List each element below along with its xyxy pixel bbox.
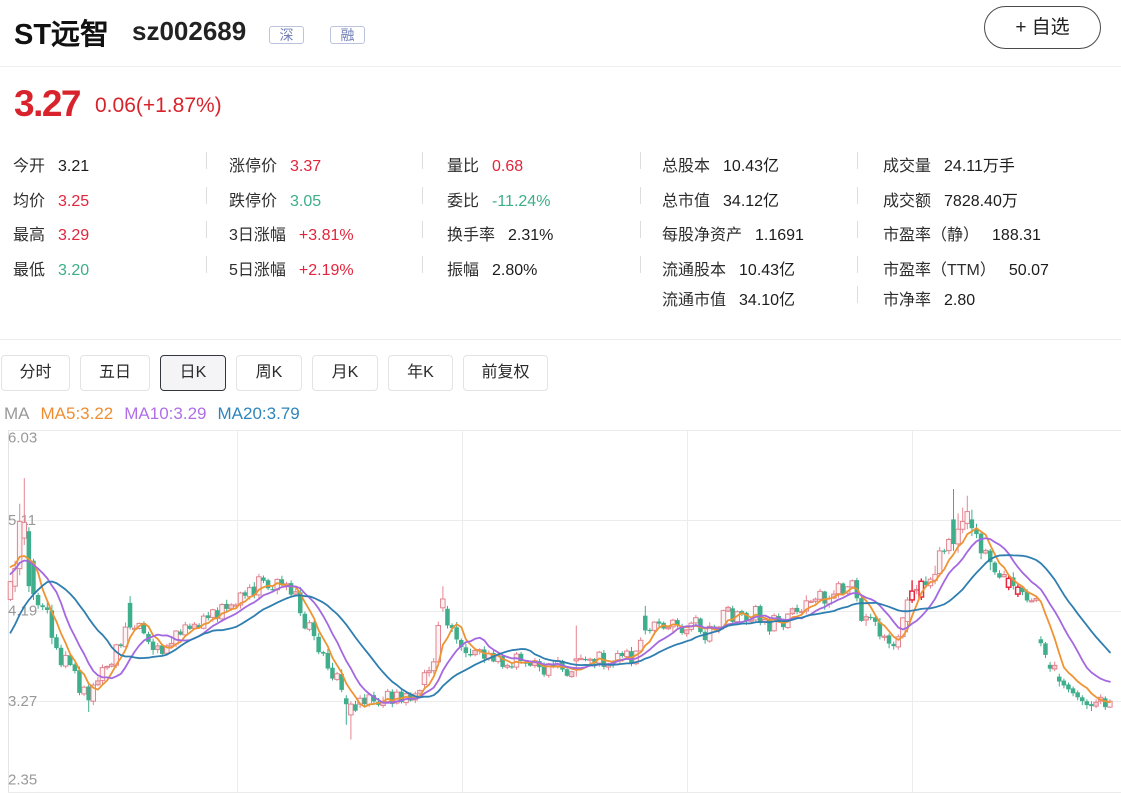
svg-text:2.35: 2.35 <box>8 772 37 789</box>
svg-text:5.11: 5.11 <box>8 512 36 529</box>
svg-text:3.27: 3.27 <box>8 693 37 710</box>
svg-text:6.03: 6.03 <box>8 430 37 447</box>
